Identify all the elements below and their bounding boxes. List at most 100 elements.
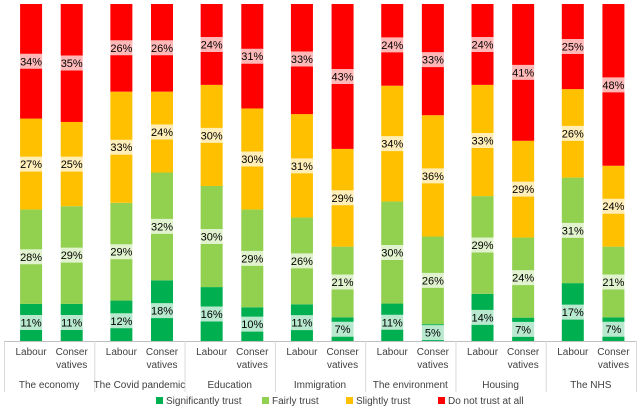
data-label-bg (601, 77, 626, 93)
data-label-bg (420, 325, 445, 341)
data-label: 28% (20, 252, 42, 264)
bar-category-label: Labour (557, 347, 589, 358)
data-label-bg (601, 274, 626, 290)
data-label-bg (150, 124, 174, 140)
data-label-bg (240, 151, 265, 167)
data-label-bg (19, 156, 44, 172)
data-label: 27% (20, 159, 42, 171)
data-label-bg (470, 237, 495, 253)
data-label: 29% (61, 250, 83, 262)
data-label: 24% (381, 40, 403, 52)
data-label-bg (330, 190, 355, 206)
data-label-bg (601, 198, 626, 214)
data-label: 29% (471, 240, 493, 252)
data-label: 43% (332, 71, 354, 83)
bar-category-label: Labour (106, 347, 138, 358)
data-label-bg (560, 304, 585, 320)
data-label-bg (420, 168, 445, 184)
data-label-bg (289, 51, 314, 67)
group-label: Immigration (294, 380, 346, 391)
data-label: 24% (602, 201, 624, 213)
data-label: 34% (20, 56, 42, 68)
data-label-bg (560, 222, 585, 238)
group-label: Housing (482, 380, 519, 391)
group-label: The economy (19, 380, 80, 391)
data-label: 26% (291, 256, 313, 268)
data-label: 7% (335, 324, 351, 336)
bar-category-label: vatives (237, 360, 268, 371)
data-label: 34% (381, 139, 403, 151)
data-label: 24% (471, 39, 493, 51)
data-label: 7% (605, 324, 621, 336)
data-label-bg (560, 125, 585, 141)
bar-category-label: vatives (146, 360, 177, 371)
data-label: 26% (110, 43, 132, 55)
data-label-bg (150, 303, 174, 319)
data-label: 16% (201, 309, 223, 321)
data-label: 14% (471, 312, 493, 324)
data-label-bg (109, 313, 134, 329)
bar-category-label: Conser (597, 347, 630, 358)
data-label-bg (19, 314, 44, 330)
data-label: 26% (562, 128, 584, 140)
data-label: 30% (241, 154, 263, 166)
legend-swatch (156, 397, 163, 404)
bar-category-label: Labour (16, 347, 48, 358)
bar-category-label: vatives (417, 360, 448, 371)
data-label: 11% (61, 317, 82, 329)
bar-category-label: vatives (327, 360, 358, 371)
data-label: 31% (291, 161, 313, 173)
bar-category-label: Conser (417, 347, 450, 358)
data-label-bg (420, 272, 445, 288)
bar-category-label: vatives (508, 360, 539, 371)
group-label: The environment (373, 380, 448, 391)
group-label: Education (207, 380, 251, 391)
data-label-bg (199, 229, 224, 245)
data-label-bg (289, 253, 314, 269)
data-label-bg (511, 270, 536, 286)
data-label-bg (109, 40, 134, 56)
data-label: 31% (562, 225, 584, 237)
data-label-bg (240, 48, 265, 64)
data-label: 5% (425, 328, 441, 340)
data-label: 17% (562, 307, 584, 319)
data-label: 41% (512, 67, 534, 79)
data-label-bg (109, 244, 134, 260)
data-label: 31% (241, 51, 263, 63)
data-label-bg (560, 39, 585, 55)
data-label-bg (330, 68, 355, 84)
data-label-bg (59, 314, 84, 330)
data-label-bg (380, 136, 405, 152)
data-label: 26% (151, 43, 173, 55)
data-label: 29% (110, 247, 132, 259)
data-label: 21% (602, 277, 624, 289)
bar-category-label: vatives (56, 360, 87, 371)
data-label: 33% (291, 54, 313, 66)
data-label-bg (289, 158, 314, 174)
legend-label: Do not trust at all (448, 396, 524, 407)
data-label-bg (380, 244, 405, 260)
data-label: 11% (291, 318, 312, 330)
data-label-bg (289, 315, 314, 331)
bar-category-label: Conser (146, 347, 179, 358)
data-label: 30% (381, 247, 403, 259)
data-label-bg (19, 249, 44, 265)
data-label: 11% (382, 317, 403, 329)
data-label: 30% (201, 130, 223, 142)
data-label: 7% (515, 324, 531, 336)
bar-category-label: Conser (56, 347, 89, 358)
bar-category-label: vatives (598, 360, 629, 371)
legend-label: Fairly trust (272, 396, 319, 407)
legend-swatch (438, 397, 445, 404)
data-label-bg (199, 306, 224, 322)
data-label: 25% (562, 42, 584, 54)
data-label-bg (240, 250, 265, 266)
data-label-bg (19, 53, 44, 69)
bar-category-label: Conser (236, 347, 269, 358)
data-label-bg (511, 64, 536, 80)
data-label: 30% (201, 232, 223, 244)
bar-category-label: Labour (377, 347, 409, 358)
legend-label: Significantly trust (166, 396, 242, 407)
bar-category-label: Labour (467, 347, 499, 358)
